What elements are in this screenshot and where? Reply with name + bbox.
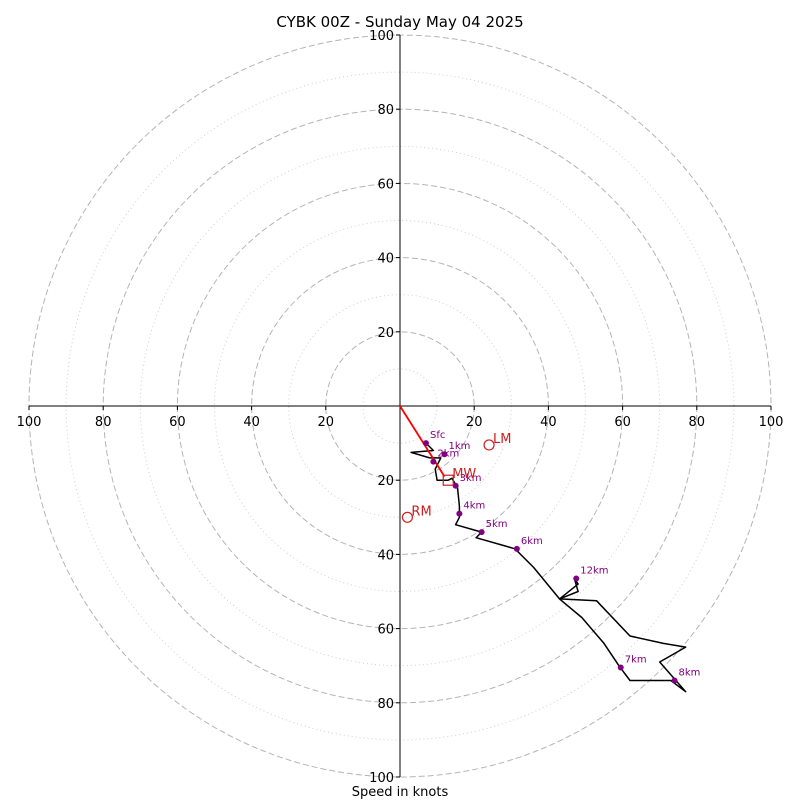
tick-label: 60 bbox=[169, 415, 186, 430]
height-point bbox=[422, 440, 429, 447]
height-point bbox=[452, 482, 459, 489]
height-point bbox=[456, 510, 463, 517]
tick-label: 40 bbox=[243, 415, 260, 430]
tick-label: 20 bbox=[318, 415, 335, 430]
height-point-label: 6km bbox=[521, 536, 543, 547]
height-point bbox=[671, 677, 678, 684]
shear-vector-layer bbox=[399, 405, 446, 477]
tick-label: 80 bbox=[689, 415, 706, 430]
tick-label: 80 bbox=[377, 697, 394, 712]
height-point-label: 2km bbox=[437, 449, 459, 460]
tick-label: 60 bbox=[377, 623, 394, 638]
height-point-label: 4km bbox=[463, 501, 485, 512]
height-point-label: 3km bbox=[460, 473, 482, 484]
tick-label: 100 bbox=[759, 415, 784, 430]
storm-motion-marker bbox=[442, 474, 454, 486]
height-point bbox=[513, 545, 520, 552]
tick-label: 40 bbox=[377, 548, 394, 563]
tick-label: 80 bbox=[95, 415, 112, 430]
tick-label: 100 bbox=[369, 771, 394, 786]
tick-label: 60 bbox=[614, 415, 631, 430]
height-point-label: 12km bbox=[580, 566, 608, 577]
height-point-label: 5km bbox=[486, 519, 508, 530]
x-axis-label: Speed in knots bbox=[352, 785, 449, 800]
storm-motion-layer: LM MW RM bbox=[401, 432, 512, 523]
tick-label: 40 bbox=[377, 252, 394, 267]
height-point bbox=[478, 529, 485, 536]
tick-label: 20 bbox=[377, 474, 394, 489]
storm-motion-label: MW bbox=[452, 467, 476, 482]
storm-motion-marker bbox=[401, 511, 414, 523]
shear-vector bbox=[399, 405, 446, 477]
height-point-label: 1km bbox=[449, 441, 471, 452]
tick-label: 100 bbox=[369, 29, 394, 44]
storm-motion-marker bbox=[483, 439, 495, 451]
storm-motion-label: RM bbox=[411, 504, 431, 519]
height-point bbox=[573, 575, 580, 582]
height-point bbox=[441, 451, 448, 458]
tick-label: 40 bbox=[540, 415, 557, 430]
tick-label: 100 bbox=[17, 415, 42, 430]
height-point bbox=[617, 664, 624, 671]
tick-label: 80 bbox=[377, 103, 394, 118]
tick-label: 20 bbox=[466, 415, 483, 430]
chart-title: CYBK 00Z - Sunday May 04 2025 bbox=[276, 13, 523, 31]
tick-label: 20 bbox=[377, 326, 394, 341]
storm-motion-label: LM bbox=[493, 432, 511, 447]
tick-label: 60 bbox=[377, 177, 394, 192]
height-point-label: 8km bbox=[679, 668, 701, 679]
height-point-label: 7km bbox=[625, 655, 647, 666]
tick-labels: 20 20 20 20 40 40 40 40 60 60 60 60 80 80 80 80 100 100 10… bbox=[17, 29, 784, 786]
height-point-label: Sfc bbox=[430, 430, 445, 441]
height-point bbox=[430, 458, 437, 465]
